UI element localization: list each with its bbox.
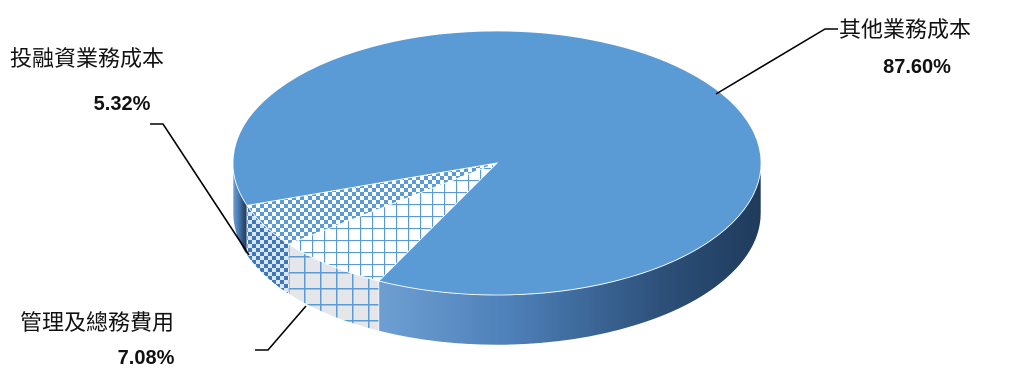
slice-label-other: 其他業務成本 (839, 18, 971, 43)
slice-label-investment: 投融資業務成本 (10, 47, 164, 72)
slice-label-admin: 管理及總務費用 (20, 311, 174, 336)
leader-line-investment (150, 123, 250, 256)
data-labels: 其他業務成本 87.60% 投融資業務成本 5.32% 管理及總務費用 7.08… (10, 18, 971, 369)
leader-line-other (715, 28, 838, 95)
slice-value-admin: 7.08% (118, 347, 175, 369)
leader-lines (150, 28, 838, 351)
leader-line-admin (255, 305, 307, 351)
slice-value-investment: 5.32% (94, 93, 151, 115)
pie-top-surface (232, 30, 762, 296)
pie-slice-admin (287, 162, 498, 282)
slice-value-other: 87.60% (883, 56, 951, 78)
